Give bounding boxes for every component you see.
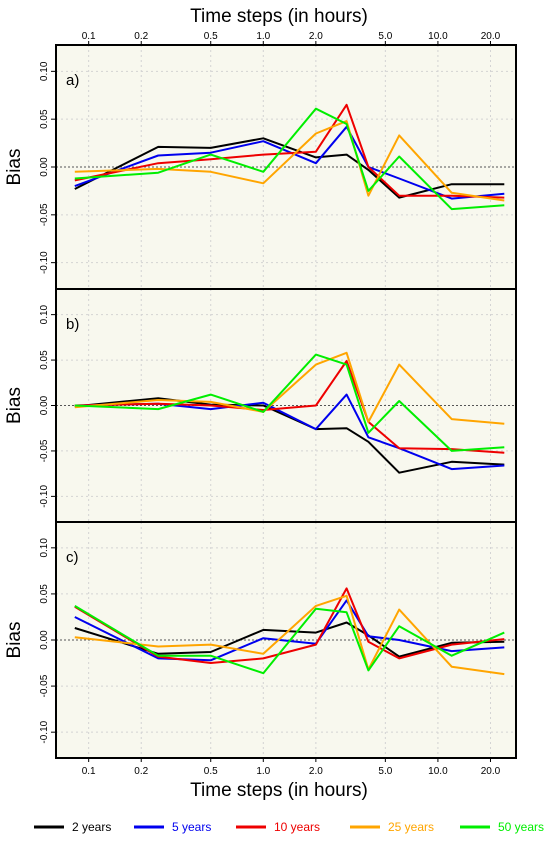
top-x-tick-label: 0.1 xyxy=(82,31,96,42)
series-line-2-years xyxy=(74,137,505,199)
y-tick-label: -0.05 xyxy=(39,203,50,226)
panel-2: -0.10 -0.05 0.00 0.05 0.10 Bias b) xyxy=(4,288,517,523)
series-line-50-years xyxy=(74,107,505,211)
top-x-tick-label: 2.0 xyxy=(309,31,323,42)
legend-label: 50 years xyxy=(498,820,544,834)
panel-1: -0.10 -0.05 0.00 0.05 0.10 Bias a) xyxy=(4,44,517,290)
series-line-5-years xyxy=(74,125,505,200)
bottom-x-tick-label: 0.1 xyxy=(82,766,96,777)
bottom-x-tick-label: 10.0 xyxy=(428,766,448,777)
y-tick-label: 0.05 xyxy=(39,584,50,604)
panel-label: b) xyxy=(66,316,79,333)
y-tick-label: 0.10 xyxy=(39,538,50,558)
top-x-tick-label: 0.5 xyxy=(204,31,218,42)
y-axis-title: Bias xyxy=(4,387,25,424)
legend-item: 50 years xyxy=(460,820,544,834)
y-axis-title: Bias xyxy=(4,622,25,659)
legend-label: 25 years xyxy=(388,820,434,834)
legend-item: 2 years xyxy=(34,820,111,834)
series-line-10-years xyxy=(74,360,505,454)
series-line-5-years xyxy=(74,393,505,471)
bottom-axis-title: Time steps (in hours) xyxy=(190,780,368,801)
bottom-x-tick-label: 20.0 xyxy=(481,766,501,777)
bottom-x-tick-label: 5.0 xyxy=(378,766,392,777)
y-tick-label: 0.00 xyxy=(39,630,50,650)
top-x-tick-label: 10.0 xyxy=(428,31,448,42)
series-line-2-years xyxy=(74,621,505,658)
bottom-x-tick-label: 1.0 xyxy=(256,766,270,777)
series-line-25-years xyxy=(74,120,505,202)
series-line-50-years xyxy=(74,353,505,452)
y-tick-label: -0.10 xyxy=(39,251,50,274)
y-tick-label: -0.05 xyxy=(39,674,50,697)
panels-group: -0.10 -0.05 0.00 0.05 0.10 Bias a) -0.10 -0.05 0.… xyxy=(4,31,517,777)
legend-item: 25 years xyxy=(350,820,434,834)
panel-label: c) xyxy=(66,549,79,566)
y-tick-label: -0.10 xyxy=(39,485,50,508)
series-line-50-years xyxy=(74,605,505,675)
top-x-tick-label: 20.0 xyxy=(481,31,501,42)
panel-frame xyxy=(55,521,517,759)
series-line-25-years xyxy=(74,594,505,676)
bottom-x-tick-label: 2.0 xyxy=(309,766,323,777)
y-tick-label: 0.00 xyxy=(39,395,50,415)
legend: 2 years 5 years 10 years 25 years 50 years xyxy=(34,820,544,834)
y-axis-title: Bias xyxy=(4,149,25,186)
top-x-tick-label: 5.0 xyxy=(378,31,392,42)
y-tick-label: -0.10 xyxy=(39,720,50,743)
legend-label: 2 years xyxy=(72,820,111,834)
legend-item: 10 years xyxy=(236,820,320,834)
y-tick-label: 0.10 xyxy=(39,304,50,324)
top-x-tick-label: 1.0 xyxy=(256,31,270,42)
legend-label: 10 years xyxy=(274,820,320,834)
legend-item: 5 years xyxy=(134,820,211,834)
top-axis-title: Time steps (in hours) xyxy=(190,6,368,27)
legend-label: 5 years xyxy=(172,820,211,834)
series-line-10-years xyxy=(74,587,505,664)
y-tick-label: 0.05 xyxy=(39,109,50,129)
bottom-x-tick-label: 0.2 xyxy=(134,766,148,777)
panel-3: -0.10 -0.05 0.00 0.05 0.10 Bias c) xyxy=(4,521,517,759)
y-tick-label: 0.05 xyxy=(39,350,50,370)
y-tick-label: 0.10 xyxy=(39,61,50,81)
y-tick-label: 0.00 xyxy=(39,157,50,177)
top-x-tick-label: 0.2 xyxy=(134,31,148,42)
y-tick-label: -0.05 xyxy=(39,439,50,462)
panel-label: a) xyxy=(66,72,79,89)
bottom-x-tick-label: 0.5 xyxy=(204,766,218,777)
